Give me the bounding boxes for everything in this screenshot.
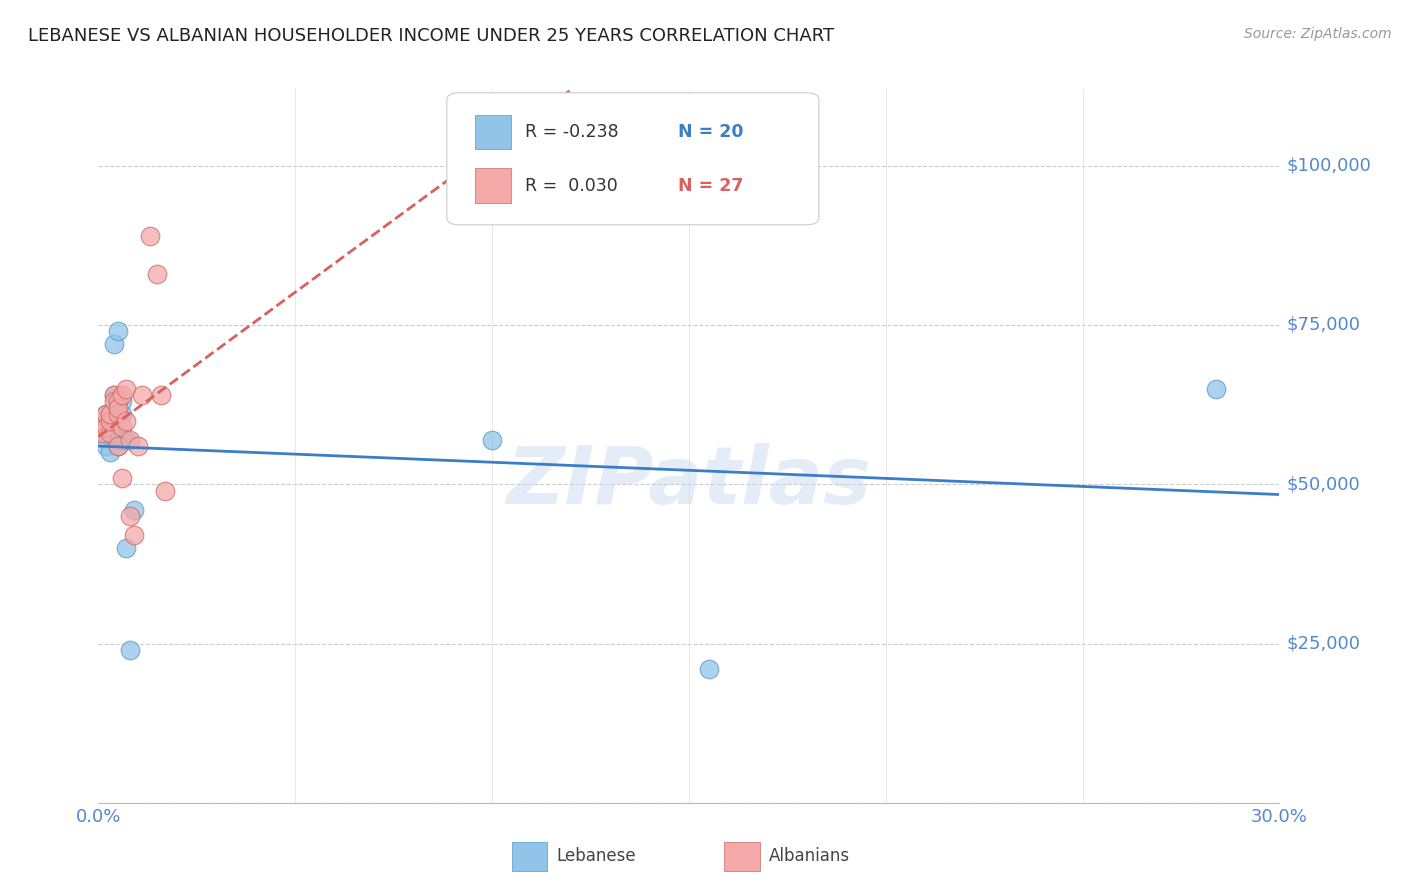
Point [1205, 382, 1227, 396]
Point [98, 426, 121, 441]
Text: LEBANESE VS ALBANIAN HOUSEHOLDER INCOME UNDER 25 YEARS CORRELATION CHART: LEBANESE VS ALBANIAN HOUSEHOLDER INCOME … [28, 27, 834, 45]
Point [103, 388, 125, 402]
Point [118, 643, 141, 657]
Point [131, 388, 153, 402]
Point [96, 407, 118, 421]
Point [93, 426, 115, 441]
Text: R =  0.030: R = 0.030 [524, 177, 617, 194]
Text: R = -0.238: R = -0.238 [524, 123, 619, 141]
Point [122, 502, 145, 516]
Point [115, 541, 138, 555]
Point [91, 413, 114, 427]
Point [107, 439, 129, 453]
Point [146, 267, 169, 281]
Point [107, 407, 129, 421]
Point [103, 337, 125, 351]
FancyBboxPatch shape [475, 169, 510, 202]
Point [111, 420, 134, 434]
Point [115, 433, 138, 447]
Point [103, 394, 125, 409]
Point [111, 388, 134, 402]
Point [98, 407, 121, 421]
Point [107, 324, 129, 338]
Text: Lebanese: Lebanese [557, 847, 637, 865]
Point [98, 413, 121, 427]
Text: Source: ZipAtlas.com: Source: ZipAtlas.com [1244, 27, 1392, 41]
Text: N = 27: N = 27 [678, 177, 744, 194]
Point [103, 388, 125, 402]
Point [697, 662, 720, 676]
Point [111, 394, 134, 409]
Point [138, 228, 160, 243]
Text: $25,000: $25,000 [1286, 634, 1361, 653]
Text: Albanians: Albanians [769, 847, 851, 865]
Point [107, 426, 129, 441]
FancyBboxPatch shape [447, 93, 818, 225]
Text: N = 20: N = 20 [678, 123, 744, 141]
Point [98, 445, 121, 459]
Point [115, 382, 138, 396]
Point [111, 433, 134, 447]
Point [150, 388, 173, 402]
Point [122, 528, 145, 542]
Point [111, 407, 134, 421]
Point [91, 426, 114, 441]
Point [118, 433, 141, 447]
Text: $50,000: $50,000 [1286, 475, 1360, 493]
Point [127, 439, 149, 453]
Point [98, 420, 121, 434]
Point [107, 394, 129, 409]
Point [111, 471, 134, 485]
Text: ZIPatlas: ZIPatlas [506, 442, 872, 521]
Point [107, 439, 129, 453]
Point [155, 483, 177, 498]
Point [481, 433, 503, 447]
Text: $100,000: $100,000 [1286, 157, 1371, 175]
Text: $75,000: $75,000 [1286, 316, 1361, 334]
Point [96, 439, 118, 453]
FancyBboxPatch shape [724, 842, 759, 871]
Point [107, 401, 129, 415]
FancyBboxPatch shape [512, 842, 547, 871]
FancyBboxPatch shape [475, 115, 510, 149]
Point [96, 407, 118, 421]
Point [96, 420, 118, 434]
Point [118, 509, 141, 524]
Point [115, 413, 138, 427]
